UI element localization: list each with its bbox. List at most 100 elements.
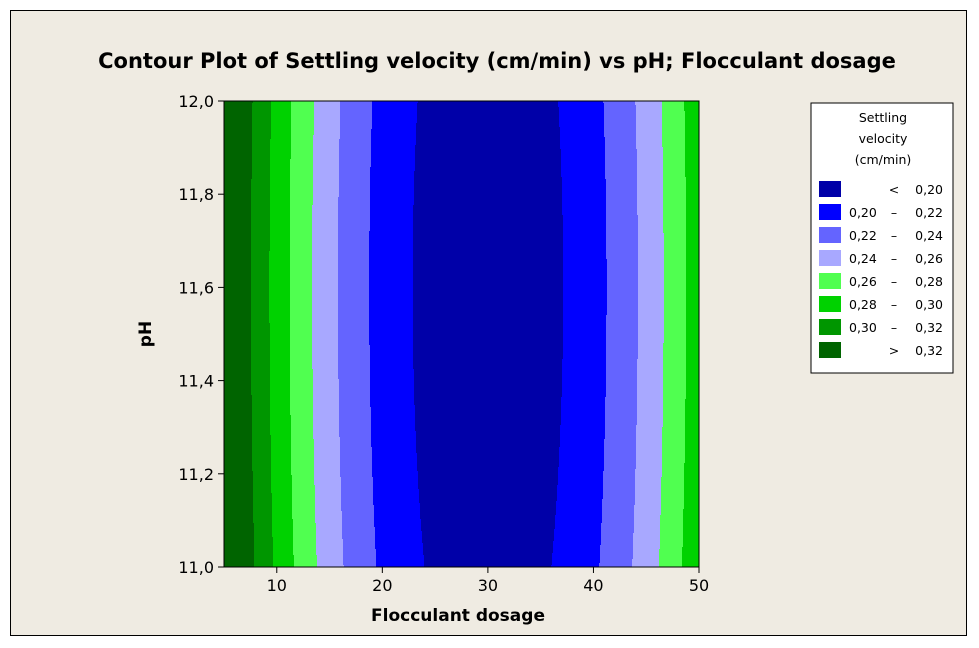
contour-band-segment	[563, 241, 607, 244]
contour-band-segment	[252, 113, 272, 116]
contour-band-segment	[370, 213, 414, 216]
contour-band-segment	[635, 497, 662, 500]
contour-band-segment	[313, 149, 340, 152]
contour-band-segment	[663, 173, 686, 176]
contour-band-segment	[270, 421, 292, 424]
contour-band-segment	[251, 315, 270, 318]
contour-band-segment	[224, 421, 253, 424]
contour-band-segment	[604, 127, 637, 130]
contour-band-segment	[314, 475, 341, 478]
contour-band-segment	[290, 161, 314, 164]
contour-band-segment	[604, 117, 637, 120]
contour-band-segment	[224, 493, 254, 496]
contour-band-segment	[664, 285, 687, 288]
contour-band-segment	[294, 563, 318, 566]
contour-band-segment	[290, 219, 313, 222]
contour-band-segment	[314, 467, 341, 470]
contour-band-segment	[683, 515, 699, 518]
contour-band-segment	[635, 501, 662, 504]
contour-band-segment	[224, 259, 252, 262]
contour-band-segment	[604, 453, 637, 456]
contour-band-segment	[414, 385, 563, 388]
contour-band-segment	[606, 179, 638, 182]
contour-band-segment	[313, 437, 341, 440]
contour-band-segment	[224, 315, 252, 318]
contour-band-segment	[413, 255, 564, 258]
contour-band-segment	[605, 157, 638, 160]
contour-band-segment	[662, 139, 686, 142]
contour-band-segment	[251, 327, 271, 330]
contour-band-segment	[338, 271, 370, 274]
contour-band-segment	[562, 191, 607, 194]
contour-band-segment	[662, 431, 686, 434]
contour-band-segment	[659, 561, 683, 564]
contour-band-segment	[638, 281, 665, 284]
contour-band-segment	[224, 297, 252, 300]
contour-band-segment	[312, 333, 339, 336]
contour-band-segment	[686, 207, 699, 210]
contour-band-segment	[637, 151, 664, 154]
contour-band-segment	[290, 333, 313, 336]
contour-band-segment	[290, 231, 313, 234]
contour-band-segment	[635, 479, 662, 482]
contour-band-segment	[685, 403, 699, 406]
contour-band-segment	[290, 349, 313, 352]
contour-band-segment	[224, 139, 253, 142]
contour-band-segment	[606, 227, 639, 230]
contour-band-segment	[606, 377, 638, 380]
contour-band-segment	[637, 365, 664, 368]
contour-band-segment	[270, 393, 291, 396]
contour-band-segment	[370, 199, 415, 202]
contour-band-segment	[253, 495, 273, 498]
contour-band-segment	[637, 405, 664, 408]
contour-band-segment	[270, 153, 292, 156]
contour-band-segment	[224, 389, 252, 392]
contour-band-segment	[634, 505, 662, 508]
contour-band-segment	[338, 341, 370, 344]
contour-band-segment	[605, 163, 638, 166]
contour-band-segment	[374, 517, 421, 520]
contour-band-segment	[686, 315, 699, 318]
contour-band-segment	[686, 393, 699, 396]
contour-band-segment	[686, 309, 699, 312]
contour-band-segment	[271, 119, 292, 122]
contour-band-segment	[251, 381, 271, 384]
contour-band-segment	[342, 517, 375, 520]
contour-band-segment	[290, 185, 314, 188]
contour-band-segment	[637, 409, 664, 412]
contour-band-segment	[251, 303, 270, 306]
contour-band-segment	[606, 217, 639, 220]
contour-band-segment	[664, 251, 687, 254]
contour-band-segment	[686, 323, 699, 326]
contour-band-segment	[224, 181, 252, 184]
contour-band-segment	[314, 119, 341, 122]
contour-band-segment	[559, 117, 605, 120]
contour-band-segment	[292, 505, 316, 508]
contour-band-segment	[314, 127, 341, 130]
contour-band-segment	[369, 301, 414, 304]
contour-band-segment	[271, 135, 292, 138]
contour-band-segment	[561, 173, 606, 176]
contour-band-segment	[684, 497, 699, 500]
contour-band-segment	[370, 377, 415, 380]
contour-band-segment	[371, 445, 417, 448]
contour-band-segment	[251, 203, 271, 206]
contour-band-segment	[607, 311, 639, 314]
contour-band-segment	[686, 353, 699, 356]
contour-band-segment	[293, 551, 317, 554]
contour-band-segment	[633, 535, 661, 538]
contour-band-segment	[607, 273, 639, 276]
contour-band-segment	[638, 327, 665, 330]
contour-band-segment	[370, 225, 414, 228]
contour-band-segment	[632, 559, 660, 562]
contour-band-segment	[414, 181, 563, 184]
contour-band-segment	[339, 397, 371, 400]
contour-band-segment	[554, 539, 602, 542]
contour-band-segment	[683, 523, 699, 526]
contour-band-segment	[562, 371, 607, 374]
contour-band-segment	[376, 557, 425, 560]
contour-band-segment	[291, 123, 315, 126]
contour-band-segment	[291, 429, 314, 432]
contour-band-segment	[270, 247, 291, 250]
contour-band-segment	[638, 285, 665, 288]
